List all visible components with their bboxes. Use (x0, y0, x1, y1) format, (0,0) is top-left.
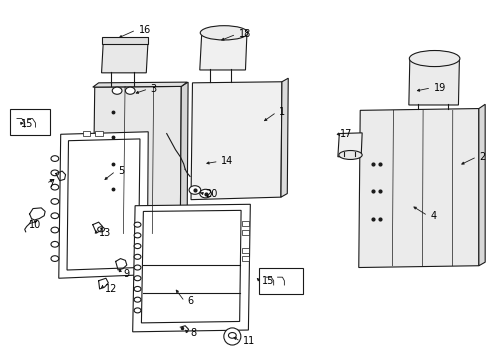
Polygon shape (59, 132, 148, 278)
Bar (242, 256, 248, 261)
Polygon shape (200, 33, 246, 70)
Circle shape (98, 227, 104, 232)
Circle shape (134, 297, 141, 302)
Text: 4: 4 (429, 211, 435, 221)
Text: 7: 7 (48, 179, 55, 189)
Ellipse shape (224, 328, 241, 345)
Text: 6: 6 (187, 296, 193, 306)
Bar (95, 131, 102, 136)
Circle shape (134, 287, 141, 292)
Circle shape (51, 170, 59, 176)
Text: 8: 8 (190, 328, 196, 338)
Polygon shape (102, 38, 148, 73)
Circle shape (228, 333, 236, 338)
Bar (82, 131, 90, 136)
Polygon shape (132, 204, 250, 332)
Text: 9: 9 (122, 269, 129, 279)
Circle shape (134, 254, 141, 259)
Text: 12: 12 (105, 284, 117, 294)
Circle shape (51, 227, 59, 233)
Text: 17: 17 (340, 129, 352, 139)
Polygon shape (337, 133, 362, 157)
Text: 15: 15 (262, 276, 274, 286)
Text: 5: 5 (118, 166, 124, 176)
Circle shape (134, 233, 141, 238)
Circle shape (200, 189, 211, 198)
Circle shape (51, 156, 59, 161)
Circle shape (51, 256, 59, 261)
Polygon shape (102, 37, 148, 44)
Bar (259, 268, 302, 294)
Polygon shape (478, 104, 484, 266)
Polygon shape (67, 139, 140, 270)
Circle shape (189, 186, 201, 194)
Circle shape (51, 242, 59, 247)
Text: 3: 3 (150, 84, 157, 94)
Circle shape (134, 276, 141, 281)
Text: 18: 18 (238, 29, 250, 39)
Bar (242, 248, 248, 252)
Bar (10, 109, 50, 135)
Circle shape (112, 87, 122, 94)
Circle shape (51, 184, 59, 190)
Text: 19: 19 (433, 83, 445, 93)
Polygon shape (93, 82, 187, 87)
Bar (242, 221, 248, 226)
Bar (242, 230, 248, 235)
Ellipse shape (200, 26, 247, 40)
Polygon shape (191, 82, 282, 200)
Text: 1: 1 (279, 107, 285, 117)
Text: 13: 13 (99, 228, 111, 238)
Text: 16: 16 (138, 25, 150, 35)
Circle shape (51, 213, 59, 219)
Text: 20: 20 (205, 189, 218, 199)
Polygon shape (408, 59, 458, 105)
Text: 2: 2 (478, 152, 485, 162)
Circle shape (134, 265, 141, 270)
Polygon shape (93, 86, 181, 234)
Polygon shape (358, 109, 478, 267)
Polygon shape (281, 78, 287, 197)
Text: 11: 11 (243, 337, 255, 346)
Circle shape (125, 87, 135, 94)
Polygon shape (141, 210, 241, 323)
Circle shape (51, 199, 59, 204)
Ellipse shape (408, 50, 459, 67)
Ellipse shape (338, 150, 362, 159)
Circle shape (134, 222, 141, 227)
Text: 15: 15 (21, 118, 33, 129)
Text: 10: 10 (29, 220, 41, 230)
Text: 14: 14 (221, 157, 233, 166)
Circle shape (134, 244, 141, 249)
Polygon shape (180, 82, 188, 229)
Circle shape (134, 308, 141, 313)
